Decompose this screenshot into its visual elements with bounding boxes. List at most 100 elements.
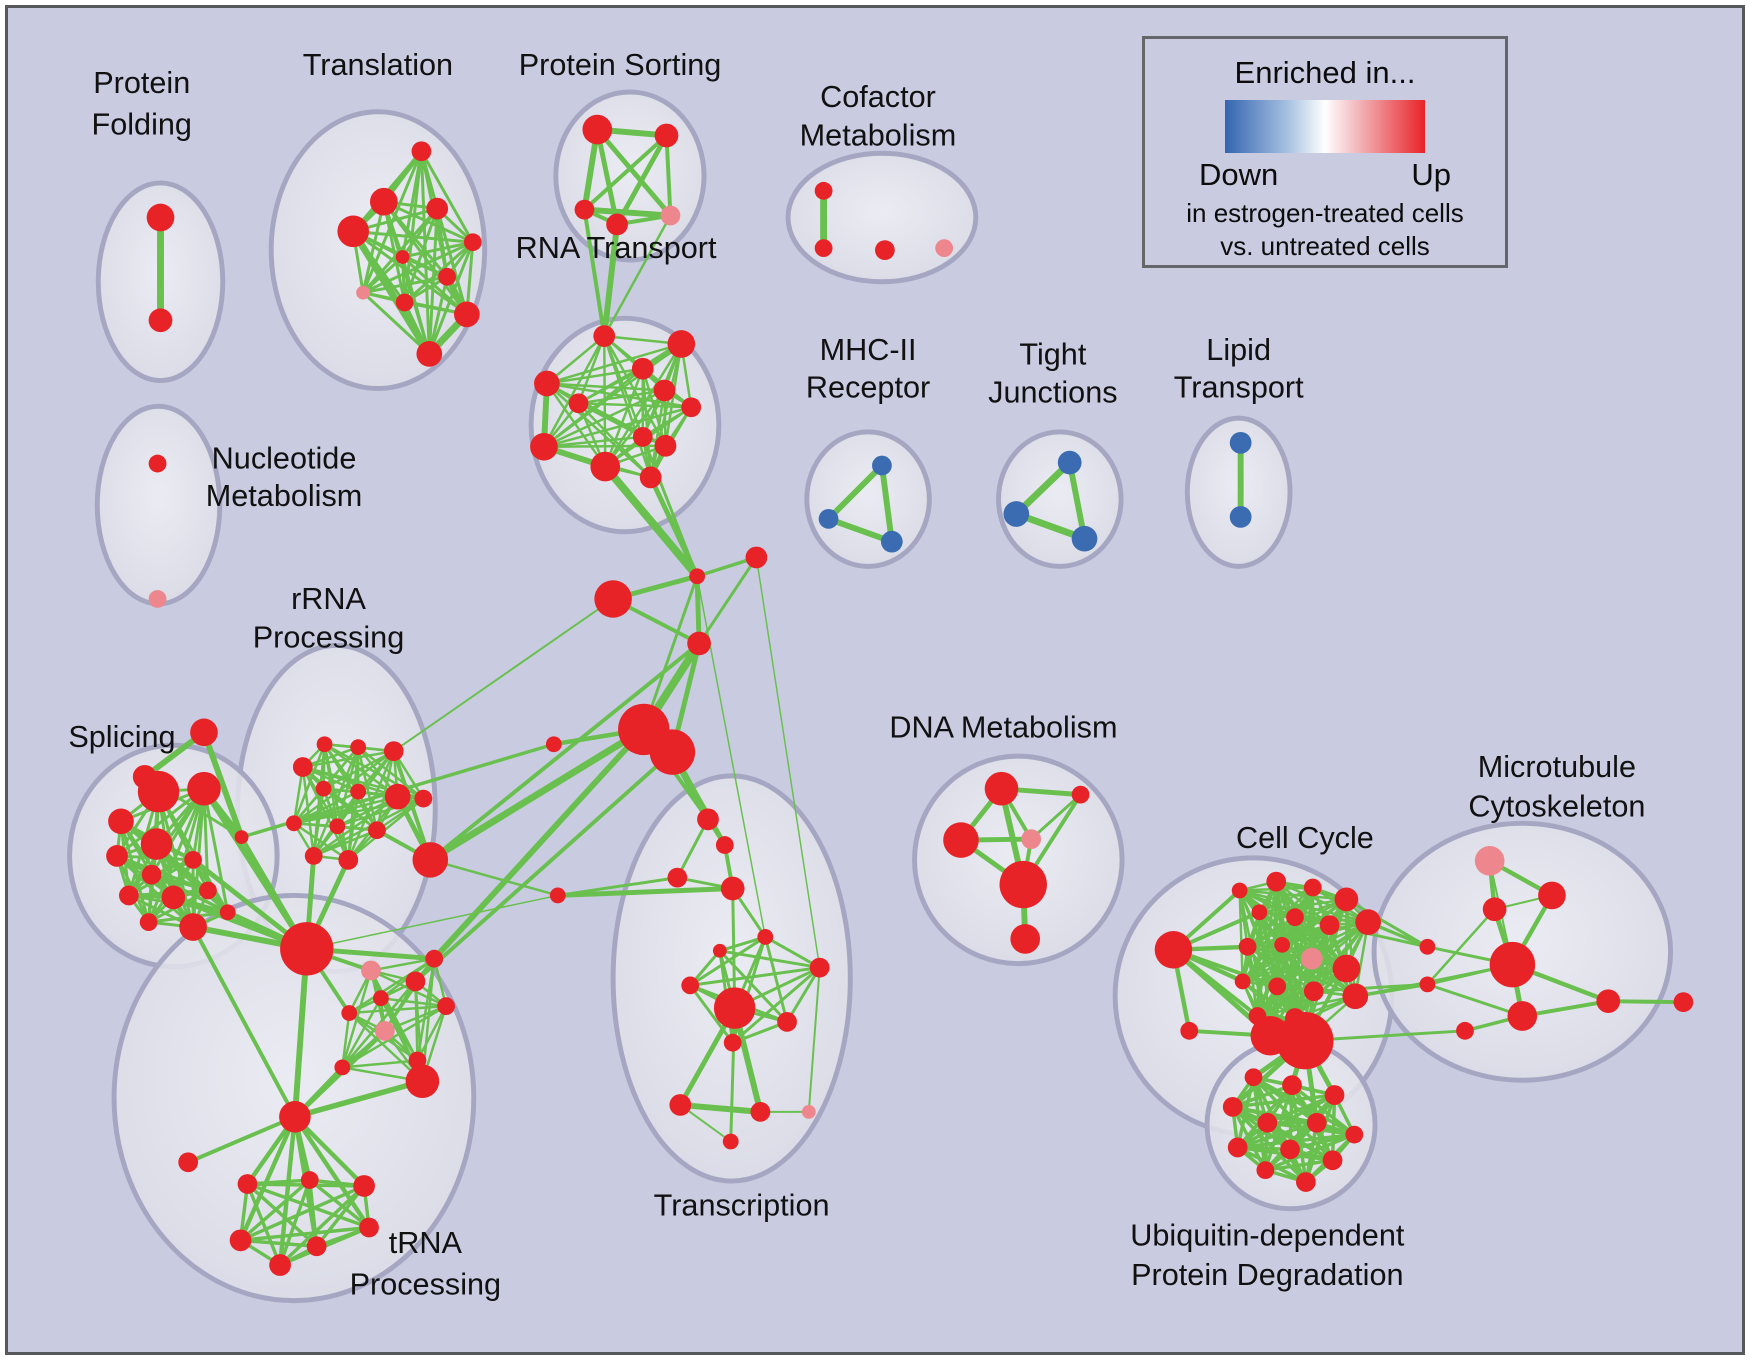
node-u8 xyxy=(1227,1137,1248,1158)
edge-rt3-rt11 xyxy=(603,367,644,468)
edge-m1-m3 xyxy=(878,462,895,545)
node-rt7 xyxy=(681,397,702,418)
cluster-label-microtubule-cytoskeleton-line1: Microtubule xyxy=(1478,750,1636,784)
cluster-label-cell-cycle: Cell Cycle xyxy=(1236,821,1374,855)
edge-t5-t11 xyxy=(427,240,475,356)
node-mt9 xyxy=(1673,992,1694,1013)
edge-cc15-cc16 xyxy=(1256,995,1357,1018)
node-rr13 xyxy=(412,842,449,878)
edge-rt1-rt9 xyxy=(542,334,606,449)
node-tx11 xyxy=(723,1033,742,1052)
node-layer xyxy=(106,114,1694,1276)
node-cc1 xyxy=(1231,882,1248,899)
edge-tn1-tn7 xyxy=(245,1182,282,1267)
node-sp10 xyxy=(199,881,217,900)
edge-tn2-tn7 xyxy=(278,1178,312,1267)
node-tn6 xyxy=(359,1217,379,1238)
edge-t5-t8 xyxy=(361,240,475,295)
node-cf4 xyxy=(935,239,954,258)
edge-rt5-rt6 xyxy=(577,389,666,405)
node-sp2 xyxy=(187,771,221,806)
node-rr12 xyxy=(338,849,359,870)
node-u6 xyxy=(1306,1112,1327,1133)
node-tx14 xyxy=(801,1104,816,1119)
edge-mt5-mt9 xyxy=(1606,999,1686,1005)
edge-cc8-cc9 xyxy=(1246,923,1331,949)
node-mt8 xyxy=(1456,1021,1474,1040)
edge-trh-sp12 xyxy=(191,925,297,1119)
node-ps2 xyxy=(654,123,679,148)
node-sp13 xyxy=(219,904,236,921)
edge-ps4-rt1 xyxy=(601,221,621,340)
node-d6 xyxy=(1010,924,1041,954)
cluster-label-translation: Translation xyxy=(303,48,453,82)
node-tx8 xyxy=(809,957,830,978)
node-u11 xyxy=(1256,1161,1275,1180)
node-cc0 xyxy=(1180,1021,1199,1040)
legend-title: Enriched in... xyxy=(1234,55,1416,90)
edge-rl5-rl8 xyxy=(416,1004,448,1062)
edge-sp5-sp12 xyxy=(115,854,195,929)
node-cc8 xyxy=(1319,915,1340,935)
cluster-label-cofactor-metabolism-line1: Cofactor xyxy=(820,80,936,114)
node-mtP xyxy=(1474,846,1505,876)
edge-ps2-ps5 xyxy=(664,133,673,218)
cluster-label-protein-folding-line1: Protein xyxy=(93,66,190,100)
node-tn1 xyxy=(237,1174,258,1194)
node-cc14 xyxy=(1303,981,1324,1002)
edge-cc10-cc16 xyxy=(1256,943,1284,1018)
edge-tx7-tx10 xyxy=(718,949,789,1024)
node-rr8 xyxy=(286,815,302,832)
node-t9 xyxy=(395,293,414,312)
edge-trh-trl xyxy=(186,1114,297,1165)
edge-cc4-cc6 xyxy=(1258,898,1348,914)
node-u5 xyxy=(1257,1112,1278,1133)
edge-st1-st3 xyxy=(201,729,245,841)
node-t4 xyxy=(426,197,449,220)
edge-tx6-tx7 xyxy=(718,935,767,953)
edge-h1-rr13 xyxy=(426,725,648,864)
edge-c3-c4 xyxy=(697,555,758,645)
node-rt3 xyxy=(631,357,654,380)
node-mt6 xyxy=(1419,938,1436,955)
cluster-label-microtubule-cytoskeleton-line2: Cytoskeleton xyxy=(1468,789,1645,823)
node-rr6 xyxy=(350,783,367,800)
edge-rt4-rt5 xyxy=(545,382,666,392)
node-t6 xyxy=(395,250,410,264)
node-spH xyxy=(280,922,334,976)
node-c2 xyxy=(594,580,632,618)
node-c3 xyxy=(745,546,768,569)
node-sp1 xyxy=(137,770,180,813)
network-svg: Protein Folding Translation Protein Sorting… xyxy=(67,48,1694,1304)
legend-endpoints: Down Up xyxy=(1199,157,1451,193)
node-tn5 xyxy=(306,1236,327,1257)
edge-tx9-tx11 xyxy=(688,983,735,1045)
node-sp11 xyxy=(139,913,158,932)
legend-subtitle-line1: in estrogen-treated cells xyxy=(1186,198,1464,228)
edge-trh-tn4 xyxy=(238,1114,298,1243)
node-tn4 xyxy=(229,1229,252,1252)
node-rl7 xyxy=(341,1005,358,1021)
node-m2 xyxy=(818,509,839,529)
edge-d2-d4 xyxy=(1029,793,1083,841)
node-u2 xyxy=(1282,1075,1302,1096)
cluster-label-trna-processing-line1: tRNA xyxy=(389,1226,463,1260)
node-sp5 xyxy=(106,845,128,867)
cluster-label-cofactor-metabolism-line2: Metabolism xyxy=(800,118,957,152)
node-ps1 xyxy=(582,114,613,145)
cluster-label-rrna-processing-line1: rRNA xyxy=(291,582,366,616)
node-ps4 xyxy=(606,213,628,236)
cluster-ellipse-tight-junctions xyxy=(996,429,1124,569)
edge-sp2-sp13 xyxy=(202,787,230,914)
edge-rt3-rt12 xyxy=(641,367,652,479)
node-d1 xyxy=(984,771,1019,806)
node-tx9 xyxy=(681,976,700,995)
node-tx7 xyxy=(712,943,727,958)
node-sp4 xyxy=(140,828,173,860)
edge-rr5-rr11 xyxy=(312,787,325,858)
node-u1 xyxy=(1244,1068,1263,1087)
edge-tn3-tn4 xyxy=(238,1184,366,1243)
cluster-label-tight-junctions-line2: Junctions xyxy=(988,375,1117,409)
edge-mt7-cc14 xyxy=(1312,982,1429,993)
node-tx6 xyxy=(757,929,774,945)
